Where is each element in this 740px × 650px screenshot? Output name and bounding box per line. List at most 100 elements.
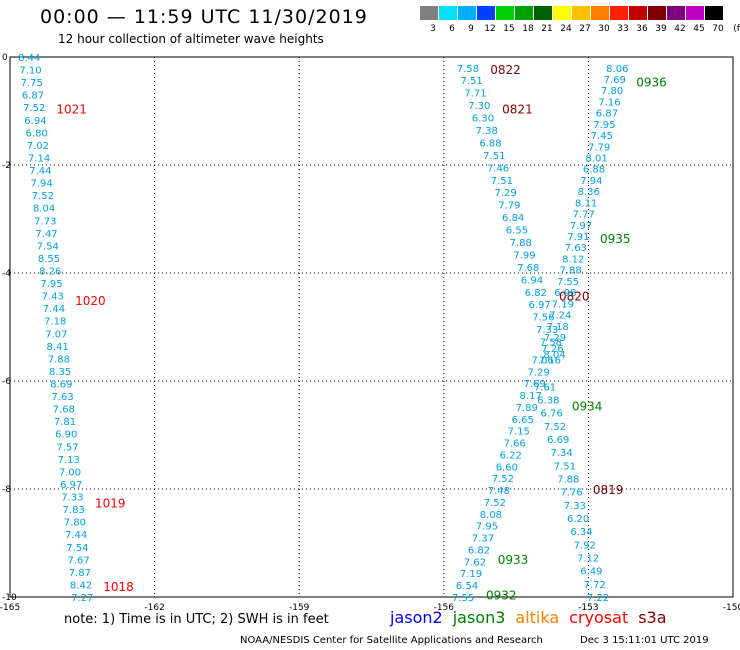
wave-height-value: 7.29 xyxy=(544,333,566,344)
pass-time-label: 1019 xyxy=(95,497,126,511)
y-tick-label: -8 xyxy=(2,485,11,495)
wave-height-value: 8.55 xyxy=(38,254,60,265)
scale-swatch xyxy=(629,6,647,20)
pass-time-label: 0935 xyxy=(600,232,631,246)
wave-height-value: 8.12 xyxy=(562,254,584,265)
pass-time-label: 0819 xyxy=(593,483,624,497)
wave-height-value: 7.37 xyxy=(472,534,494,545)
credit-text: NOAA/NESDIS Center for Satellite Applica… xyxy=(240,635,543,646)
wave-height-value: 6.87 xyxy=(596,109,618,120)
wave-height-value: 7.68 xyxy=(53,405,75,416)
pass-time-label: 0820 xyxy=(559,290,590,304)
satellite-jason2: jason2 xyxy=(390,608,443,627)
wave-height-value: 7.51 xyxy=(483,151,505,162)
wave-height-value: 7.57 xyxy=(56,442,78,453)
wave-height-value: 6.69 xyxy=(547,435,569,446)
wave-height-value: 7.33 xyxy=(61,493,83,504)
wave-height-value: 8.08 xyxy=(480,510,502,521)
wave-height-value: 7.54 xyxy=(37,241,59,252)
wave-height-value: 6.54 xyxy=(456,581,478,592)
wave-height-value: 7.91 xyxy=(567,232,589,243)
wave-height-value: 6.82 xyxy=(525,288,547,299)
scale-label: 36 xyxy=(636,24,648,34)
scale-swatch xyxy=(610,6,628,20)
wave-height-value: 7.94 xyxy=(580,176,602,187)
scale-label: 24 xyxy=(560,24,572,34)
wave-height-value: 7.43 xyxy=(42,292,64,303)
wave-height-value: 7.88 xyxy=(510,238,532,249)
wave-height-value: 7.58 xyxy=(540,338,562,349)
pass-time-label: 0822 xyxy=(490,63,521,77)
wave-height-value: 7.16 xyxy=(598,97,620,108)
wave-height-value: 7.02 xyxy=(27,141,49,152)
wave-height-value: 7.66 xyxy=(504,439,526,450)
scale-label: 15 xyxy=(503,24,515,34)
pass-time-label: 1020 xyxy=(75,294,106,308)
plot-frame xyxy=(9,56,734,598)
wave-height-value: 7.34 xyxy=(550,448,572,459)
scale-label: 9 xyxy=(468,24,474,34)
wave-height-value: 6.30 xyxy=(472,114,494,125)
y-tick-label: 0 xyxy=(2,53,8,63)
y-tick-label: -2 xyxy=(2,161,11,171)
wave-height-value: 7.72 xyxy=(584,580,606,591)
wave-height-value: 7.06 xyxy=(531,355,553,366)
scale-swatch xyxy=(534,6,552,20)
scale-swatch xyxy=(553,6,571,20)
wave-height-value: 6.76 xyxy=(541,409,563,420)
wave-height-value: 7.77 xyxy=(572,210,594,221)
scale-swatch xyxy=(477,6,495,20)
wave-height-value: 7.45 xyxy=(591,131,613,142)
wave-height-value: 8.36 xyxy=(578,187,600,198)
wave-height-value: 6.49 xyxy=(580,567,602,578)
scale-label: 70 xyxy=(712,24,724,34)
wave-height-value: 7.19 xyxy=(552,299,574,310)
wave-height-value: 7.95 xyxy=(476,522,498,533)
wave-height-value: 7.27 xyxy=(71,593,93,604)
satellite-cryosat: cryosat xyxy=(569,608,629,627)
x-tick-label: -150 xyxy=(723,603,740,613)
wave-height-value: 7.73 xyxy=(34,216,56,227)
wave-height-value: 6.97 xyxy=(60,480,82,491)
wave-height-value: 7.76 xyxy=(560,488,582,499)
wave-height-value: 7.79 xyxy=(588,142,610,153)
wave-height-value: 7.10 xyxy=(19,66,41,77)
wave-height-value: 7.69 xyxy=(524,379,546,390)
wave-height-value: 7.52 xyxy=(23,103,45,114)
wave-height-value: 7.51 xyxy=(554,461,576,472)
wave-height-value: 7.75 xyxy=(21,78,43,89)
wave-height-value: 6.82 xyxy=(468,545,490,556)
wave-height-value: 6.97 xyxy=(528,300,550,311)
scale-label: 12 xyxy=(484,24,496,34)
wave-height-value: 7.52 xyxy=(484,498,506,509)
wave-height-value: 7.30 xyxy=(468,101,490,112)
wave-height-value: 7.44 xyxy=(29,166,51,177)
scale-label: 27 xyxy=(579,24,591,34)
scale-label: 42 xyxy=(674,24,686,34)
satellite-s3a: s3a xyxy=(638,608,667,627)
wave-height-value: 7.63 xyxy=(51,392,73,403)
wave-height-value: 7.24 xyxy=(549,311,571,322)
wave-height-value: 7.99 xyxy=(513,250,535,261)
pass-time-label: 0821 xyxy=(502,102,533,116)
wave-height-value: 7.16 xyxy=(539,355,561,366)
pass-time-label: 0933 xyxy=(498,553,529,567)
wave-height-value: 8.69 xyxy=(50,380,72,391)
scale-swatch xyxy=(648,6,666,20)
wave-height-value: 7.52 xyxy=(32,191,54,202)
satellite-jason3: jason3 xyxy=(452,608,506,627)
pass-time-label: 0936 xyxy=(636,75,667,89)
wave-height-value: 7.38 xyxy=(476,126,498,137)
wave-height-value: 8.04 xyxy=(33,204,55,215)
scale-swatch xyxy=(439,6,457,20)
scale-swatch xyxy=(572,6,590,20)
chart-title: 00:00 — 11:59 UTC 11/30/2019 xyxy=(40,6,368,28)
pass-time-label: 0934 xyxy=(572,399,603,413)
pass-time-label: 0932 xyxy=(486,588,517,602)
wave-height-value: 7.81 xyxy=(54,417,76,428)
scale-unit: (ft) xyxy=(733,24,740,34)
wave-height-value: 7.95 xyxy=(40,279,62,290)
scale-swatch xyxy=(686,6,704,20)
x-tick-label: -162 xyxy=(144,603,164,613)
wave-height-value: 7.33 xyxy=(564,501,586,512)
